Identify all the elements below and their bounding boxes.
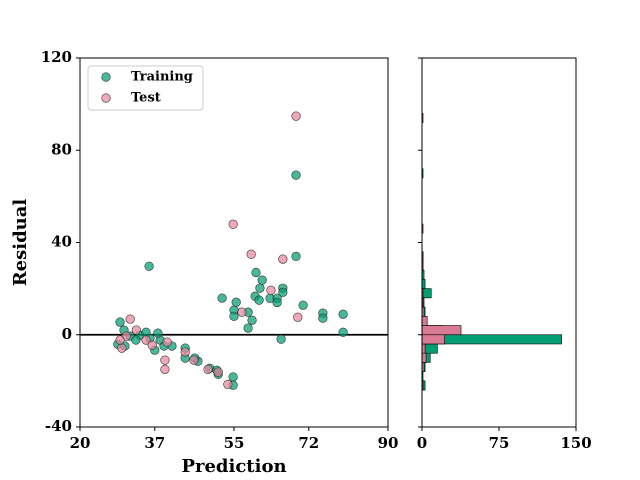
point xyxy=(147,340,157,350)
point xyxy=(223,379,233,389)
y-axis-label: Residual xyxy=(10,199,31,287)
point xyxy=(117,343,127,353)
point xyxy=(115,335,125,345)
point xyxy=(231,297,241,307)
point xyxy=(291,251,301,261)
axes-frame xyxy=(421,57,577,428)
point xyxy=(229,311,239,321)
point xyxy=(153,328,163,338)
point xyxy=(298,300,308,310)
point xyxy=(338,309,348,319)
hist-bar xyxy=(421,352,427,363)
point xyxy=(276,334,286,344)
x-tick-label: 55 xyxy=(224,434,245,452)
y-tick-label: 80 xyxy=(51,140,72,158)
point xyxy=(266,285,276,295)
hist-bar xyxy=(421,325,462,336)
point xyxy=(293,312,303,322)
legend-label: Training xyxy=(131,70,193,85)
point xyxy=(278,287,288,297)
point xyxy=(255,283,265,293)
hist-bar xyxy=(421,315,428,326)
y-tick-label: 0 xyxy=(62,325,72,343)
y-tick-label: 40 xyxy=(51,233,72,251)
point xyxy=(141,335,151,345)
point xyxy=(291,170,301,180)
legend-marker xyxy=(101,93,111,103)
point xyxy=(213,367,223,377)
point xyxy=(131,335,141,345)
point xyxy=(160,355,170,365)
y-tick-label: 120 xyxy=(41,48,72,66)
x-tick-label: 72 xyxy=(298,434,319,452)
x-tick-label: 0 xyxy=(417,434,427,452)
point xyxy=(189,355,199,365)
point xyxy=(115,317,125,327)
hist-bar xyxy=(421,334,445,345)
point xyxy=(278,254,288,264)
point xyxy=(228,372,238,382)
legend-box xyxy=(87,65,204,111)
legend-label: Test xyxy=(131,91,161,106)
point xyxy=(125,314,135,324)
point xyxy=(180,347,190,357)
point xyxy=(272,297,282,308)
point xyxy=(228,219,238,229)
point xyxy=(243,323,253,333)
point xyxy=(254,295,264,305)
legend-marker xyxy=(101,72,111,82)
point xyxy=(162,337,172,347)
point xyxy=(338,327,348,337)
point xyxy=(257,275,267,285)
point xyxy=(291,111,301,121)
axes-frame xyxy=(79,57,389,428)
y-tick-label: -40 xyxy=(45,417,72,435)
point xyxy=(160,364,170,374)
point xyxy=(246,249,256,259)
point xyxy=(247,315,257,325)
point xyxy=(237,307,247,317)
x-tick-label: 20 xyxy=(70,434,91,452)
point xyxy=(203,364,213,374)
x-tick-label: 90 xyxy=(378,434,399,452)
point xyxy=(217,293,227,303)
x-axis-label: Prediction xyxy=(181,456,286,477)
point xyxy=(144,261,154,271)
x-tick-label: 150 xyxy=(560,434,591,452)
x-tick-label: 37 xyxy=(144,434,165,452)
hist-bar xyxy=(421,288,432,299)
point xyxy=(318,313,328,323)
point xyxy=(251,267,261,278)
x-tick-label: 75 xyxy=(489,434,510,452)
point xyxy=(131,325,141,335)
